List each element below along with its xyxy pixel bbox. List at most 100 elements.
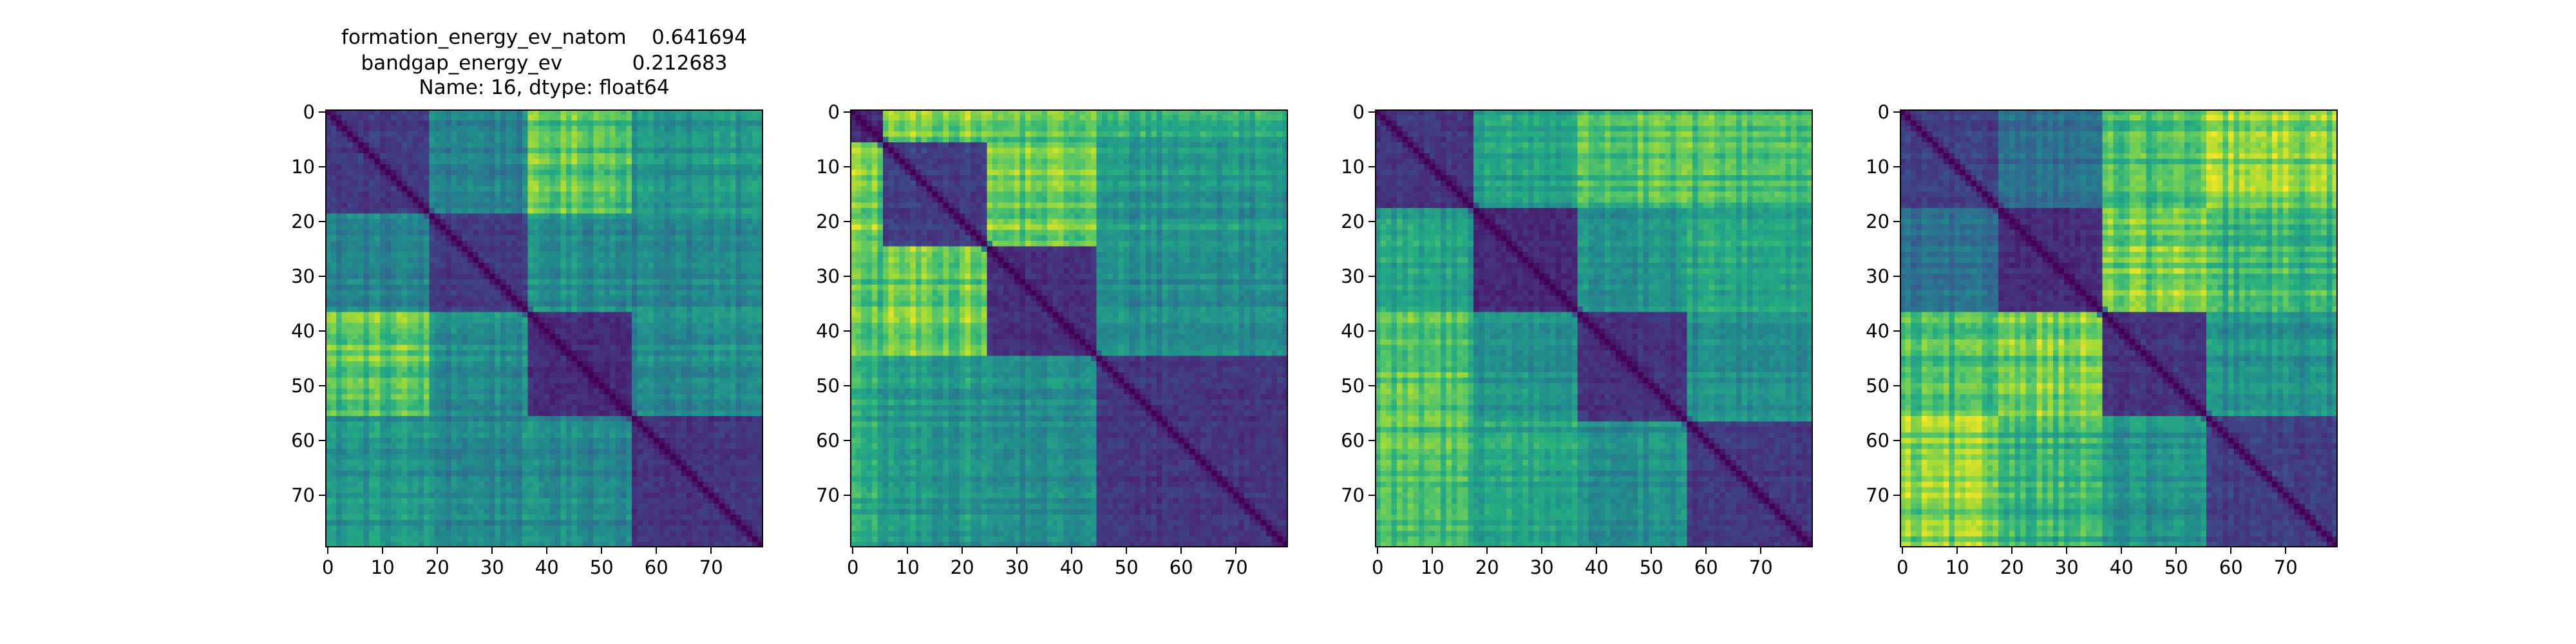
x-tick-mark xyxy=(1432,547,1434,554)
y-tick-label: 50 xyxy=(291,375,315,397)
x-tick-mark xyxy=(382,547,384,554)
y-tick-mark xyxy=(844,111,850,113)
y-tick-label: 40 xyxy=(291,320,315,343)
x-tick-mark xyxy=(907,547,909,554)
y-tick-label: 0 xyxy=(1352,101,1365,124)
x-tick-label: 30 xyxy=(480,556,504,578)
y-tick-mark xyxy=(1368,495,1375,497)
y-tick-mark xyxy=(844,166,850,168)
x-tick-mark xyxy=(1180,547,1182,554)
y-tick-mark xyxy=(1893,221,1900,223)
y-tick-mark xyxy=(1368,276,1375,278)
x-tick-label: 0 xyxy=(322,556,334,578)
y-tick-mark xyxy=(844,495,850,497)
x-tick-label: 10 xyxy=(1420,556,1444,578)
x-tick-label: 60 xyxy=(1694,556,1718,578)
y-tick-mark xyxy=(319,111,325,113)
y-tick-mark xyxy=(1368,330,1375,332)
x-tick-mark xyxy=(1235,547,1237,554)
y-tick-mark xyxy=(319,166,325,168)
axes-frame xyxy=(1900,109,2338,547)
y-tick-mark xyxy=(1893,330,1900,332)
y-tick-label: 30 xyxy=(1341,265,1365,288)
panel-title-line: formation_energy_ev_natom 0.641694 xyxy=(341,26,747,49)
x-tick-label: 40 xyxy=(535,556,559,578)
x-tick-mark xyxy=(2121,547,2123,554)
y-tick-label: 40 xyxy=(816,320,840,343)
y-tick-mark xyxy=(1368,440,1375,442)
y-tick-mark xyxy=(1893,111,1900,113)
axes-frame xyxy=(1375,109,1813,547)
y-tick-mark xyxy=(1368,385,1375,387)
x-tick-label: 20 xyxy=(1475,556,1499,578)
x-tick-mark xyxy=(1902,547,1904,554)
y-tick-mark xyxy=(319,330,325,332)
y-tick-label: 10 xyxy=(1341,156,1365,178)
x-tick-label: 60 xyxy=(2219,556,2243,578)
y-tick-mark xyxy=(1368,111,1375,113)
x-tick-mark xyxy=(710,547,712,554)
y-tick-mark xyxy=(319,495,325,497)
x-tick-label: 0 xyxy=(1372,556,1384,578)
x-tick-label: 50 xyxy=(2164,556,2188,578)
axes-frame xyxy=(325,109,763,547)
x-tick-mark xyxy=(961,547,963,554)
heatmap-panel-3: 0 10 20 30 40 50 60 70 0 10 20 30 40 50 60 70 xyxy=(1341,101,1813,578)
x-tick-label: 40 xyxy=(1059,556,1084,578)
y-tick-mark xyxy=(844,385,850,387)
y-tick-label: 20 xyxy=(816,211,840,233)
y-tick-label: 20 xyxy=(291,211,315,233)
y-tick-mark xyxy=(1893,166,1900,168)
heatmap-cells xyxy=(1900,109,2338,547)
y-tick-label: 60 xyxy=(1341,430,1365,452)
y-tick-label: 0 xyxy=(1877,101,1889,124)
x-tick-label: 40 xyxy=(1584,556,1609,578)
y-tick-label: 70 xyxy=(816,484,840,507)
y-tick-mark xyxy=(319,221,325,223)
y-tick-mark xyxy=(1893,440,1900,442)
heatmap-panel-4: 0 10 20 30 40 50 60 70 0 10 20 30 40 50 60 70 xyxy=(1866,101,2338,578)
y-tick-mark xyxy=(1893,495,1900,497)
x-tick-label: 10 xyxy=(895,556,920,578)
heatmap-cells xyxy=(850,109,1288,547)
x-tick-mark xyxy=(601,547,603,554)
y-tick-label: 50 xyxy=(816,375,840,397)
x-tick-mark xyxy=(1126,547,1128,554)
y-tick-label: 10 xyxy=(291,156,315,178)
y-tick-label: 20 xyxy=(1866,211,1889,233)
x-tick-label: 0 xyxy=(1897,556,1909,578)
y-tick-mark xyxy=(1368,221,1375,223)
x-tick-mark xyxy=(852,547,854,554)
x-tick-mark xyxy=(2230,547,2232,554)
y-tick-mark xyxy=(844,440,850,442)
x-tick-label: 70 xyxy=(1748,556,1773,578)
x-tick-label: 50 xyxy=(1114,556,1139,578)
x-tick-mark xyxy=(327,547,329,554)
x-tick-mark xyxy=(1956,547,1958,554)
y-tick-mark xyxy=(319,385,325,387)
x-tick-label: 20 xyxy=(950,556,974,578)
x-tick-label: 20 xyxy=(425,556,450,578)
y-tick-label: 40 xyxy=(1866,320,1889,343)
x-tick-mark xyxy=(1705,547,1707,554)
y-tick-label: 20 xyxy=(1341,211,1365,233)
y-tick-label: 0 xyxy=(303,101,315,124)
y-tick-label: 60 xyxy=(816,430,840,452)
x-tick-mark xyxy=(437,547,439,554)
x-tick-mark xyxy=(1016,547,1018,554)
y-tick-mark xyxy=(1893,276,1900,278)
x-tick-label: 60 xyxy=(1169,556,1193,578)
y-tick-label: 70 xyxy=(1341,484,1365,507)
x-tick-label: 30 xyxy=(2054,556,2079,578)
x-tick-label: 70 xyxy=(699,556,723,578)
x-tick-label: 60 xyxy=(644,556,668,578)
y-tick-label: 10 xyxy=(816,156,840,178)
x-tick-mark xyxy=(1541,547,1543,554)
x-tick-mark xyxy=(2066,547,2068,554)
y-tick-mark xyxy=(844,330,850,332)
x-tick-label: 70 xyxy=(2273,556,2298,578)
x-tick-mark xyxy=(1071,547,1073,554)
x-tick-label: 40 xyxy=(2109,556,2134,578)
y-tick-mark xyxy=(319,440,325,442)
